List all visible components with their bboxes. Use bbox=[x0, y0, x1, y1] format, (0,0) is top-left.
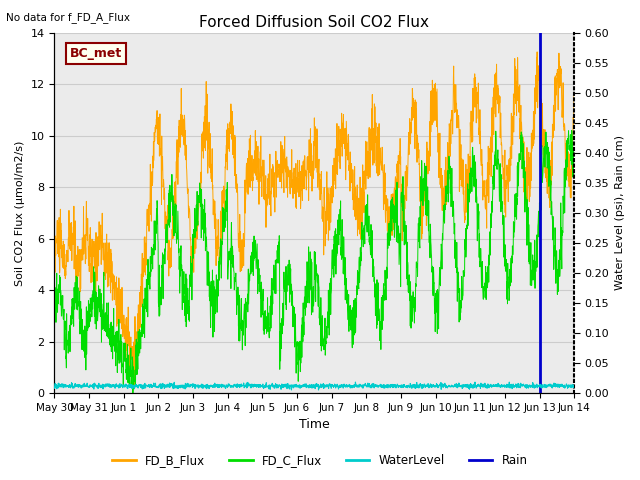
Title: Forced Diffusion Soil CO2 Flux: Forced Diffusion Soil CO2 Flux bbox=[199, 15, 429, 30]
Text: BC_met: BC_met bbox=[70, 47, 122, 60]
Text: No data for f_FD_A_Flux: No data for f_FD_A_Flux bbox=[6, 12, 131, 23]
Legend: FD_B_Flux, FD_C_Flux, WaterLevel, Rain: FD_B_Flux, FD_C_Flux, WaterLevel, Rain bbox=[108, 449, 532, 472]
Y-axis label: Water Level (psi), Rain (cm): Water Level (psi), Rain (cm) bbox=[615, 135, 625, 290]
X-axis label: Time: Time bbox=[299, 419, 330, 432]
Y-axis label: Soil CO2 Flux (μmol/m2/s): Soil CO2 Flux (μmol/m2/s) bbox=[15, 140, 25, 286]
